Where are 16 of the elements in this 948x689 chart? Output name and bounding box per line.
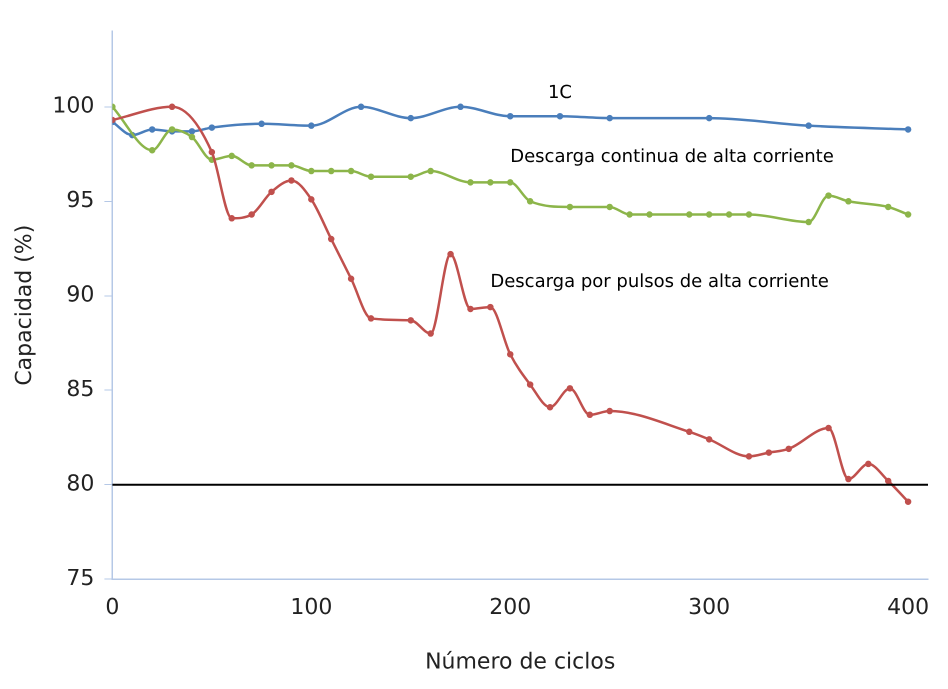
- series-label: Descarga continua de alta corriente: [510, 146, 834, 168]
- x-tick-label: 300: [688, 595, 730, 620]
- series-label: Descarga por pulsos de alta corriente: [490, 270, 829, 292]
- x-axis-title: Número de ciclos: [425, 650, 616, 675]
- y-axis-title: Capacidad (%): [12, 224, 37, 386]
- x-tick-label: 200: [489, 595, 532, 620]
- y-tick-label: 90: [66, 282, 94, 308]
- y-tick-label: 75: [66, 566, 94, 591]
- series-label: 1C: [548, 82, 572, 103]
- y-tick-label: 85: [66, 376, 94, 402]
- y-tick-label: 80: [66, 471, 94, 496]
- x-tick-label: 0: [105, 595, 120, 620]
- y-tick-label: 100: [52, 94, 94, 119]
- x-tick-label: 400: [887, 595, 930, 620]
- x-tick-label: 100: [290, 595, 332, 620]
- y-tick-label: 95: [66, 188, 94, 213]
